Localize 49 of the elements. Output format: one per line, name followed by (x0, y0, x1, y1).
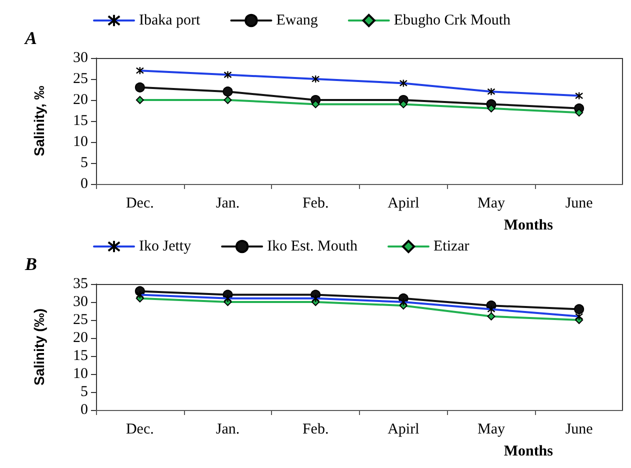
point (574, 304, 584, 314)
y-tick-label: 15 (73, 348, 88, 364)
x-tick-label: June (565, 422, 594, 438)
x-tick-label: May (478, 196, 506, 212)
y-tick-label: 25 (73, 312, 88, 328)
point (575, 108, 584, 117)
point (136, 96, 144, 104)
y-tick-label: 0 (80, 402, 88, 418)
legend-label: Iko Est. Mouth (267, 238, 358, 254)
point (487, 104, 496, 112)
x-tick-label: Feb. (302, 422, 329, 438)
x-axis-title: Months (504, 444, 554, 460)
point (222, 86, 233, 97)
x-tick-label: Feb. (302, 196, 329, 212)
y-tick-label: 20 (73, 92, 88, 108)
x-tick-label: Jan. (216, 422, 240, 438)
x-axis-title: Months (504, 218, 554, 234)
legend-label: Iko Jetty (139, 238, 192, 254)
y-axis-title: Salinity, ‰ (31, 86, 47, 156)
x-tick-label: May (478, 422, 506, 438)
y-axis-title: Salinity (‰) (31, 308, 47, 386)
y-tick-label: 35 (73, 276, 88, 292)
point (399, 100, 408, 108)
y-tick-label: 20 (73, 330, 88, 346)
y-tick-label: 25 (73, 71, 88, 87)
y-tick-label: 5 (80, 155, 88, 171)
chart-title: A (24, 28, 38, 48)
legend-label: Etizar (433, 238, 470, 254)
legend-label: Ewang (276, 12, 318, 28)
y-tick-label: 30 (73, 294, 88, 310)
chart-title: B (24, 254, 38, 274)
y-tick-label: 0 (80, 176, 88, 192)
y-tick-label: 30 (73, 50, 88, 66)
y-tick-label: 5 (80, 384, 88, 400)
point (134, 82, 145, 92)
x-tick-label: Apirl (388, 422, 420, 438)
x-tick-label: Dec. (126, 422, 154, 438)
x-tick-label: Dec. (126, 196, 154, 212)
y-tick-label: 10 (73, 134, 88, 150)
x-tick-label: Apirl (388, 196, 420, 212)
x-tick-label: June (565, 196, 594, 212)
y-tick-label: 15 (73, 113, 88, 129)
point (487, 312, 496, 320)
point (312, 100, 320, 108)
y-tick-label: 10 (73, 366, 88, 382)
x-tick-label: Jan. (216, 196, 240, 212)
point (224, 96, 232, 104)
legend-label: Ebugho Crk Mouth (394, 12, 512, 28)
legend-label: Ibaka port (139, 12, 202, 28)
